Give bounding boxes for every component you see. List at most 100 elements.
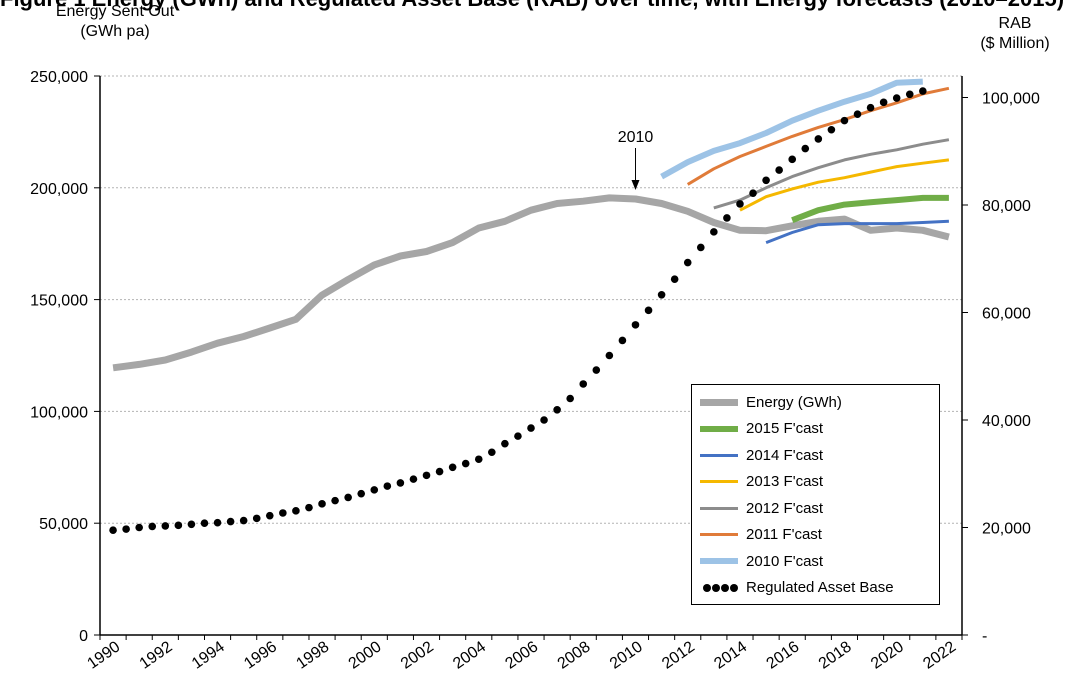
left-axis-title: Energy Sent Out (GWh pa) (30, 2, 200, 42)
rab-point (514, 432, 522, 440)
left-tick-label: 250,000 (30, 69, 88, 86)
legend-swatch (700, 577, 738, 599)
rab-point (226, 517, 235, 526)
legend-item: 2010 F'cast (700, 550, 823, 572)
series-line-2010-f-cast (660, 78, 923, 180)
legend-swatch (700, 471, 738, 493)
x-tick-label: 2014 (711, 638, 750, 672)
rab-point (409, 475, 418, 483)
rab-point (592, 366, 601, 374)
rab-point (252, 514, 261, 523)
left-tick-label: 150,000 (30, 293, 88, 310)
rab-point (279, 509, 287, 517)
rab-point (710, 228, 718, 236)
left-tick-label: 0 (79, 628, 88, 645)
rab-point (827, 125, 836, 134)
legend-item: Regulated Asset Base (700, 577, 894, 599)
left-axis-title-line1: Energy Sent Out (55, 3, 175, 20)
rab-point (579, 380, 588, 388)
rab-point (161, 522, 170, 530)
right-tick-label: 40,000 (982, 413, 1031, 430)
right-tick-label: - (982, 628, 987, 645)
rab-point (775, 166, 783, 174)
left-tick-label: 50,000 (39, 516, 88, 533)
rab-point (501, 439, 509, 448)
rab-point (553, 405, 561, 414)
rab-point (892, 94, 901, 102)
series-line-2011-f-cast (686, 86, 950, 186)
rab-point (396, 479, 405, 487)
rab-point (135, 523, 143, 532)
rab-point (265, 511, 274, 520)
rab-point (474, 455, 483, 464)
legend-label: 2013 F'cast (746, 473, 824, 490)
legend-swatch (700, 550, 738, 572)
x-tick-label: 2016 (764, 638, 803, 672)
rab-point (723, 214, 731, 222)
rab-point (840, 116, 849, 125)
right-axis-title-line1: RAB (998, 15, 1032, 32)
rab-point (919, 87, 927, 95)
rab-point (683, 258, 692, 267)
rab-point (213, 518, 222, 527)
x-tick-label: 2002 (398, 638, 437, 672)
rab-point (370, 486, 379, 494)
left-axis-title-line2: (GWh pa) (80, 23, 150, 40)
legend-label: Energy (GWh) (746, 393, 842, 411)
legend-swatch (700, 524, 738, 546)
rab-point (814, 135, 823, 143)
rab-point (905, 90, 914, 99)
legend-label: 2012 F'cast (746, 499, 824, 517)
rab-point (527, 424, 535, 432)
right-axis-title: RAB ($ Million) (955, 14, 1066, 54)
legend-label: Regulated Asset Base (746, 579, 894, 596)
rab-point (357, 489, 366, 498)
legend-item: 2013 F'cast (700, 471, 823, 493)
rab-point (435, 467, 444, 476)
rab-point (736, 200, 744, 208)
rab-point (148, 522, 157, 531)
rab-point (488, 448, 496, 457)
rab-point (122, 525, 130, 533)
rab-point (540, 416, 548, 424)
x-tick-label: 2006 (502, 638, 541, 672)
x-tick-label: 1996 (241, 638, 280, 672)
legend-label: 2011 F'cast (746, 526, 822, 543)
legend-item: Energy (GWh) (700, 391, 842, 413)
legend-swatch (700, 444, 738, 466)
rab-point (448, 463, 457, 472)
series-line-2015-f-cast (791, 194, 949, 224)
left-tick-label: 100,000 (30, 404, 88, 421)
right-tick-label: 80,000 (982, 198, 1031, 215)
legend-label: 2010 F'cast (746, 552, 824, 570)
x-tick-label: 2004 (450, 638, 489, 672)
legend-label: 2014 F'cast (746, 446, 824, 464)
series-line-2013-f-cast (739, 158, 950, 212)
rab-point (657, 290, 666, 299)
x-tick-label: 2022 (920, 638, 959, 672)
series-line-energy-gwh- (112, 194, 950, 372)
legend-item: 2011 F'cast (700, 524, 822, 546)
x-tick-label: 2000 (346, 638, 385, 672)
rab-point (566, 394, 574, 403)
rab-point (305, 503, 313, 512)
rab-point (383, 482, 392, 490)
legend-swatch (700, 497, 738, 519)
rab-point (670, 275, 679, 283)
rab-point (801, 144, 810, 153)
legend: Energy (GWh) 2015 F'cast 2014 F'cast 2013 F… (691, 384, 940, 605)
rab-point (749, 189, 757, 197)
annotation-arrow-head (631, 180, 640, 190)
series-line-2014-f-cast (765, 219, 949, 244)
right-tick-label: 20,000 (982, 521, 1031, 538)
legend-item: 2014 F'cast (700, 444, 823, 466)
x-tick-label: 1994 (189, 638, 228, 672)
legend-item: 2012 F'cast (700, 497, 823, 519)
rab-point (866, 103, 875, 112)
rab-point (644, 306, 653, 315)
x-tick-label: 2018 (816, 638, 855, 672)
rab-point (174, 521, 183, 530)
rab-point (461, 459, 470, 468)
legend-item: 2015 F'cast (700, 418, 823, 440)
